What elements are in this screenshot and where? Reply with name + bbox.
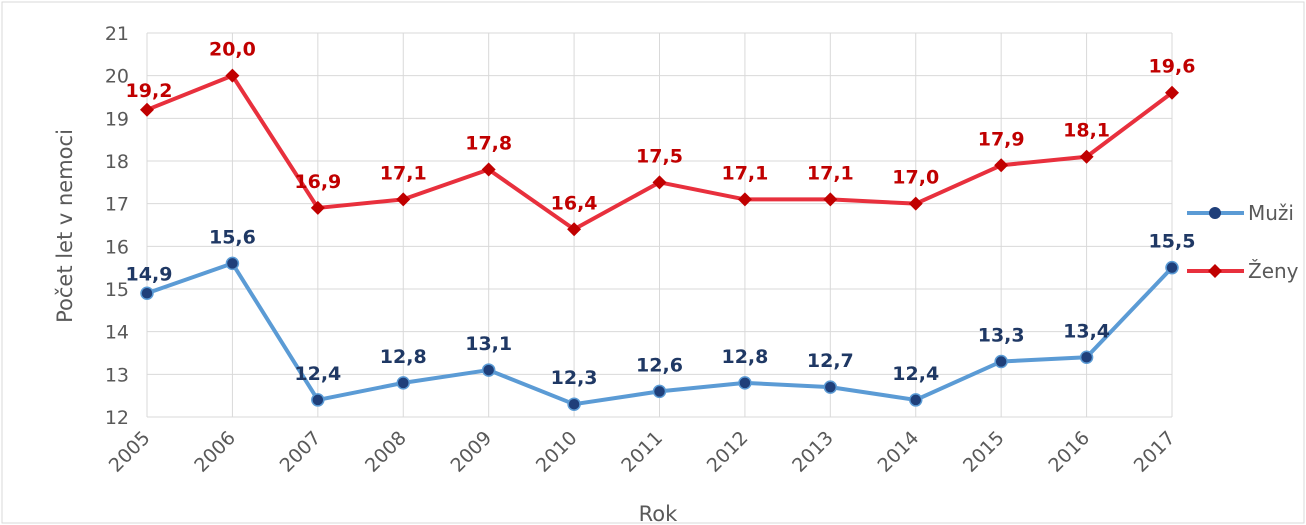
data-label: 12,6 (636, 354, 683, 376)
data-label: 16,9 (294, 171, 341, 193)
data-label: 13,3 (978, 325, 1025, 347)
series-point (567, 222, 582, 237)
y-tick-label: 17 (105, 194, 129, 216)
y-tick-label: 14 (105, 322, 129, 344)
y-tick-label: 19 (105, 108, 129, 130)
series-point (652, 175, 667, 190)
series-point (738, 376, 752, 390)
data-label: 17,8 (465, 133, 512, 155)
data-label: 13,1 (465, 333, 512, 355)
data-label: 14,9 (126, 263, 173, 285)
data-label: 12,3 (551, 367, 598, 389)
series-point (1079, 149, 1094, 164)
data-label: 15,5 (1149, 231, 1196, 253)
y-tick-label: 15 (105, 279, 129, 301)
series-point (994, 354, 1008, 369)
series-point (311, 393, 325, 407)
series-point (310, 200, 325, 215)
series-point (481, 162, 496, 177)
series-point (396, 192, 411, 207)
data-label: 17,1 (807, 162, 854, 184)
data-label: 17,9 (978, 128, 1025, 150)
data-label: 12,4 (892, 363, 939, 385)
data-label: 19,2 (126, 80, 173, 102)
y-tick-label: 20 (105, 66, 129, 88)
y-tick-label: 21 (105, 23, 129, 45)
series-point (823, 192, 838, 207)
series-point (567, 397, 581, 411)
data-label: 18,1 (1063, 120, 1110, 142)
series-point (396, 376, 410, 390)
y-tick-label: 18 (105, 151, 129, 173)
series-point (140, 286, 154, 301)
y-tick-label: 13 (105, 364, 129, 386)
series-point (481, 363, 496, 377)
data-label: 16,4 (551, 192, 598, 214)
series-group (140, 68, 1179, 411)
legend: Muži Ženy (1187, 201, 1299, 283)
legend-marker (1209, 207, 1221, 219)
data-label: 15,6 (209, 226, 256, 248)
data-label: 13,4 (1063, 320, 1110, 342)
data-label: 17,1 (380, 162, 427, 184)
series-point (737, 192, 752, 207)
data-labels: 14,9 15,6 12,4 12,8 13,1 12,3 12,6 12,8 12,7 12,4… (126, 39, 1196, 390)
series-point (225, 68, 240, 83)
data-label: 12,4 (294, 363, 341, 385)
series-point (225, 256, 240, 271)
legend-label: Muži (1248, 201, 1294, 225)
series-point (994, 158, 1009, 173)
series-point (1165, 85, 1179, 100)
series-point (1079, 350, 1094, 365)
series-point (823, 380, 838, 394)
series-point (909, 393, 923, 407)
series-point (140, 102, 154, 117)
y-axis-ticks: 12 13 14 15 16 17 18 19 20 21 (105, 23, 129, 429)
data-label: 12,7 (807, 350, 854, 372)
series-point (1165, 260, 1179, 275)
data-label: 17,1 (721, 162, 768, 184)
data-label: 17,0 (892, 167, 939, 189)
y-tick-label: 12 (105, 407, 129, 429)
data-label: 12,8 (380, 346, 427, 368)
data-label: 12,8 (721, 346, 768, 368)
y-tick-label: 16 (105, 236, 129, 258)
series-point (908, 196, 923, 211)
legend-label: Ženy (1248, 259, 1299, 283)
data-label: 19,6 (1149, 56, 1196, 78)
data-label: 17,5 (636, 145, 683, 167)
y-axis-title: Počet let v nemoci (53, 129, 77, 323)
legend-marker (1208, 264, 1222, 278)
data-label: 20,0 (209, 39, 256, 61)
series-point (652, 384, 667, 399)
x-axis-title: Rok (639, 502, 678, 525)
